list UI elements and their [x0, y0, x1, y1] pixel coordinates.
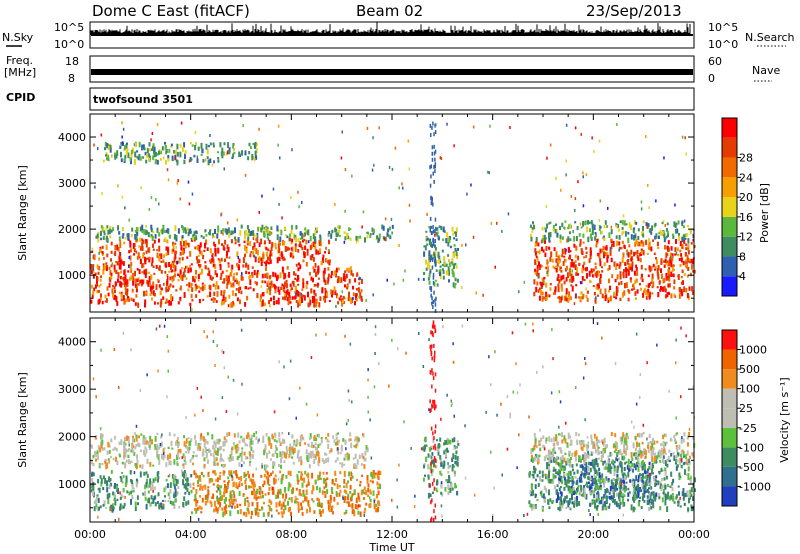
velocity-xlabel: Time UT [368, 541, 414, 554]
power-sparse-echoes [91, 121, 689, 311]
power-y-axis: 1000 2000 3000 4000 [58, 113, 694, 299]
vel-cbar-segment-5 [722, 388, 737, 409]
velocity-echoes [90, 320, 696, 523]
vel-cbar-tick-3: 25 [739, 402, 753, 415]
power-streak [429, 121, 437, 313]
vel-ytick-1: 2000 [58, 431, 86, 444]
power-cbar-tick-1: 8 [739, 250, 746, 263]
vel-cbar-segment-4 [722, 408, 737, 428]
power-ytick-0: 1000 [58, 269, 86, 282]
power-echo-region-1 [90, 238, 331, 272]
velocity-colorbar: 1000 500 100 25 -25 -100 -500 -1000 [721, 329, 771, 507]
cpid-label: CPID [6, 91, 35, 104]
nsky-tick-bottom: 10^0 [54, 38, 84, 51]
vel-ytick-2: 3000 [58, 383, 86, 396]
power-cbar-tick-6: 28 [739, 152, 753, 165]
vel-cbar-tick-0: 1000 [739, 344, 767, 357]
velocity-panel: 1000 2000 3000 4000 00:00 04:00 08:00 12:00 16:… [16, 317, 791, 554]
nsearch-label: N.Search [745, 31, 795, 44]
vel-cbar-tick-5: -100 [739, 441, 764, 454]
date-title: 23/Sep/2013 [586, 2, 682, 20]
vel-echo-region-1 [190, 469, 382, 518]
vel-xtick-1: 04:00 [175, 528, 207, 541]
power-cbar-tick-4: 20 [739, 191, 753, 204]
nsky-trace [90, 21, 693, 36]
vel-cbar-tick-1: 500 [739, 363, 760, 376]
vel-xtick-0: 00:00 [74, 528, 106, 541]
power-ytick-1: 2000 [58, 223, 86, 236]
power-cbar-segment-5 [722, 177, 737, 198]
vel-cbar-segment-3 [722, 427, 737, 448]
vel-xtick-6: 00:00 [678, 528, 710, 541]
cpid-panel [89, 87, 695, 111]
cpid-value: twofsound 3501 [93, 93, 193, 106]
freq-label: Freq. [6, 54, 33, 67]
power-colorbar: 4 8 12 16 20 24 28 [721, 117, 753, 297]
power-cbar-segment-2 [722, 236, 737, 257]
freq-tick-top: 18 [65, 55, 79, 68]
station-title: Dome C East (fitACF) [92, 2, 250, 20]
vel-cbar-segment-2 [722, 447, 737, 467]
power-cbar-label: Power [dB] [758, 183, 771, 243]
power-cbar-segment-0 [722, 276, 737, 296]
power-x-axis [89, 114, 695, 312]
power-cbar-segment-7 [722, 137, 737, 158]
vel-sparse-echoes [92, 322, 695, 521]
vel-cbar-tick-6: -500 [739, 461, 764, 474]
power-cbar-segment-3 [722, 216, 737, 237]
power-cbar-segment-8 [722, 118, 737, 138]
vel-cbar-segment-6 [722, 369, 737, 389]
power-ylabel: Slant Range [km] [16, 165, 29, 261]
freq-unit: [MHz] [4, 66, 36, 79]
vel-echo-region-6 [530, 431, 696, 465]
nsky-label: N.Sky [2, 31, 34, 44]
vel-ytick-0: 1000 [58, 478, 86, 491]
vel-echo-region-0 [90, 431, 369, 471]
vel-cbar-segment-1 [722, 466, 737, 487]
vel-ytick-3: 4000 [58, 336, 86, 349]
vel-xtick-2: 08:00 [275, 528, 307, 541]
vel-cbar-segment-7 [722, 349, 737, 370]
nsky-panel [89, 21, 695, 49]
nave-tick-top: 60 [708, 55, 722, 68]
freq-panel [89, 55, 695, 83]
nsky-tick-top: 10^5 [54, 21, 84, 34]
power-cbar-segment-1 [722, 256, 737, 277]
vel-echo-region-2 [90, 469, 193, 513]
beam-title: Beam 02 [356, 2, 423, 20]
vel-xtick-3: 12:00 [376, 528, 408, 541]
power-cbar-tick-2: 12 [739, 231, 753, 244]
vel-cbar-segment-0 [722, 486, 737, 506]
power-echoes [90, 121, 696, 313]
power-cbar-tick-5: 24 [739, 171, 753, 184]
vel-cbar-segment-8 [722, 330, 737, 350]
nave-label: Nave [752, 64, 780, 77]
vel-xtick-4: 16:00 [477, 528, 509, 541]
nave-tick-bottom: 0 [708, 72, 715, 85]
velocity-ylabel: Slant Range [km] [16, 372, 29, 468]
vel-streak [429, 320, 437, 523]
freq-trace [91, 69, 693, 75]
vel-cbar-tick-2: 100 [739, 383, 760, 396]
power-panel: 1000 2000 3000 4000 Slant Range [km] 4 8 12 16… [16, 113, 771, 313]
vel-cbar-tick-7: -1000 [739, 480, 771, 493]
power-ytick-2: 3000 [58, 177, 86, 190]
power-cbar-segment-6 [722, 157, 737, 178]
power-cbar-segment-4 [722, 197, 737, 217]
power-cbar-tick-0: 4 [739, 270, 746, 283]
power-echo-region-3 [102, 141, 258, 166]
vel-cbar-tick-4: -25 [739, 422, 757, 435]
power-echo-region-4 [422, 225, 459, 289]
power-cbar-tick-3: 16 [739, 211, 753, 224]
velocity-y-axis: 1000 2000 3000 4000 [58, 317, 694, 509]
vel-xtick-5: 20:00 [577, 528, 609, 541]
nsearch-tick-bottom: 10^0 [708, 38, 738, 51]
nsearch-tick-top: 10^5 [708, 21, 738, 34]
velocity-x-axis: 00:00 04:00 08:00 12:00 16:00 20:00 00:00 [74, 318, 710, 541]
velocity-cbar-label: Velocity [m s⁻¹] [778, 377, 791, 462]
power-ytick-3: 4000 [58, 131, 86, 144]
freq-tick-bottom: 8 [68, 72, 75, 85]
vel-echo-region-3 [422, 436, 460, 499]
